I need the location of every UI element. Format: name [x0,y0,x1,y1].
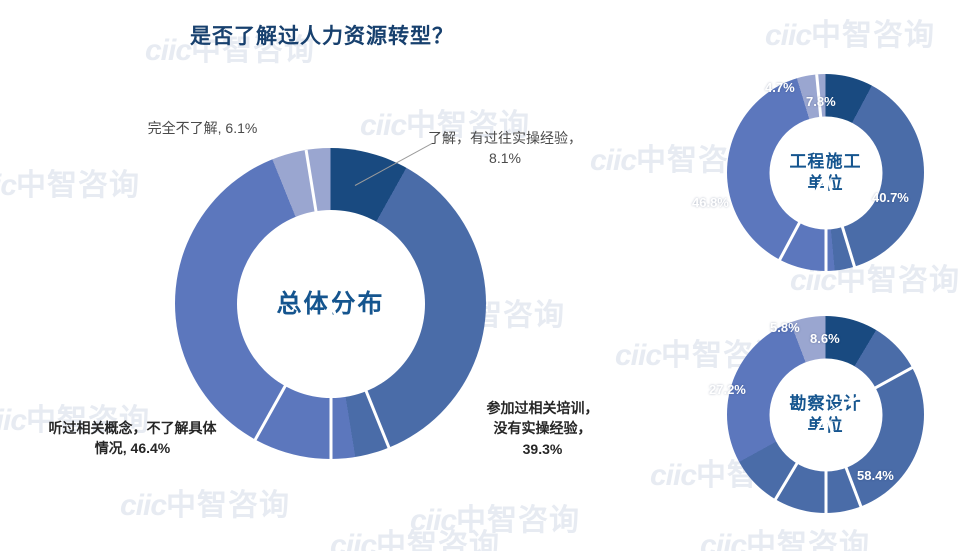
watermark: ciic中智咨询 [765,10,935,54]
callout-line: 听过相关概念，不了解具体 [48,420,217,436]
center-label-line: 勘察设计 [789,393,862,413]
watermark-cjk: 中智咨询 [836,264,961,297]
callout-line: 完全不了解, 6.1% [147,120,258,136]
slice-value-engineering-2: 46.8% [692,195,729,210]
watermark-cjk: 中智咨询 [811,19,936,52]
watermark-latin: ciic [650,459,697,492]
watermark-latin: ciic [145,34,192,67]
watermark-cjk: 中智咨询 [746,529,871,551]
donut-chart-survey-design: 勘察设计 单位 [727,316,924,513]
slice-value-survey-2: 27.2% [709,382,746,397]
donut-chart-overall: 总体分布 [175,148,486,459]
callout-line: 没有实操经验， [493,420,592,437]
watermark-latin: ciic [700,529,747,551]
callout-line: 参加过相关培训， [486,400,599,416]
callout-line: 8.1% [489,150,521,167]
callout-label-heard: 听过相关概念，不了解具体 情况, 46.4% [0,418,265,459]
donut-chart-engineering: 工程施工 单位 [727,74,924,271]
callout-line: 了解，有过往实操经验， [428,130,582,146]
callout-line: 情况, 46.4% [94,440,171,457]
watermark: ciic中智咨询 [0,160,140,204]
watermark-cjk: 中智咨询 [16,169,141,202]
slice-value-survey-1: 58.4% [857,468,894,483]
watermark-latin: ciic [410,504,457,537]
watermark-latin: ciic [0,169,17,202]
watermark-latin: ciic [615,339,662,372]
slice-separator [824,414,827,513]
watermark: ciic中智咨询 [120,480,290,524]
slice-value-survey-0: 8.6% [810,331,840,346]
watermark: ciic中智咨询 [330,520,500,551]
callout-label-none: 完全不了解, 6.1% [95,118,310,138]
watermark-cjk: 中智咨询 [166,489,291,522]
slice-separator [329,303,332,459]
watermark: ciic中智咨询 [410,495,580,539]
callout-label-trained: 参加过相关培训， 没有实操经验， 39.3% [435,398,650,459]
watermark-latin: ciic [120,489,167,522]
watermark-latin: ciic [765,19,812,52]
watermark: ciic中智咨询 [700,520,870,551]
callout-label-experienced: 了解，有过往实操经验， 8.1% [390,128,620,169]
callout-line: 39.3% [522,440,563,457]
watermark-latin: ciic [330,529,377,551]
watermark-cjk: 中智咨询 [456,504,581,537]
watermark-cjk: 中智咨询 [376,529,501,551]
slice-value-engineering-0: 7.8% [806,94,836,109]
slice-separator [824,172,827,271]
slice-value-engineering-3: 4.7% [765,80,795,95]
page-title: 是否了解过人力资源转型？ [190,25,454,48]
slice-value-survey-3: 5.8% [770,320,800,335]
slice-value-engineering-1: 40.7% [872,190,909,205]
